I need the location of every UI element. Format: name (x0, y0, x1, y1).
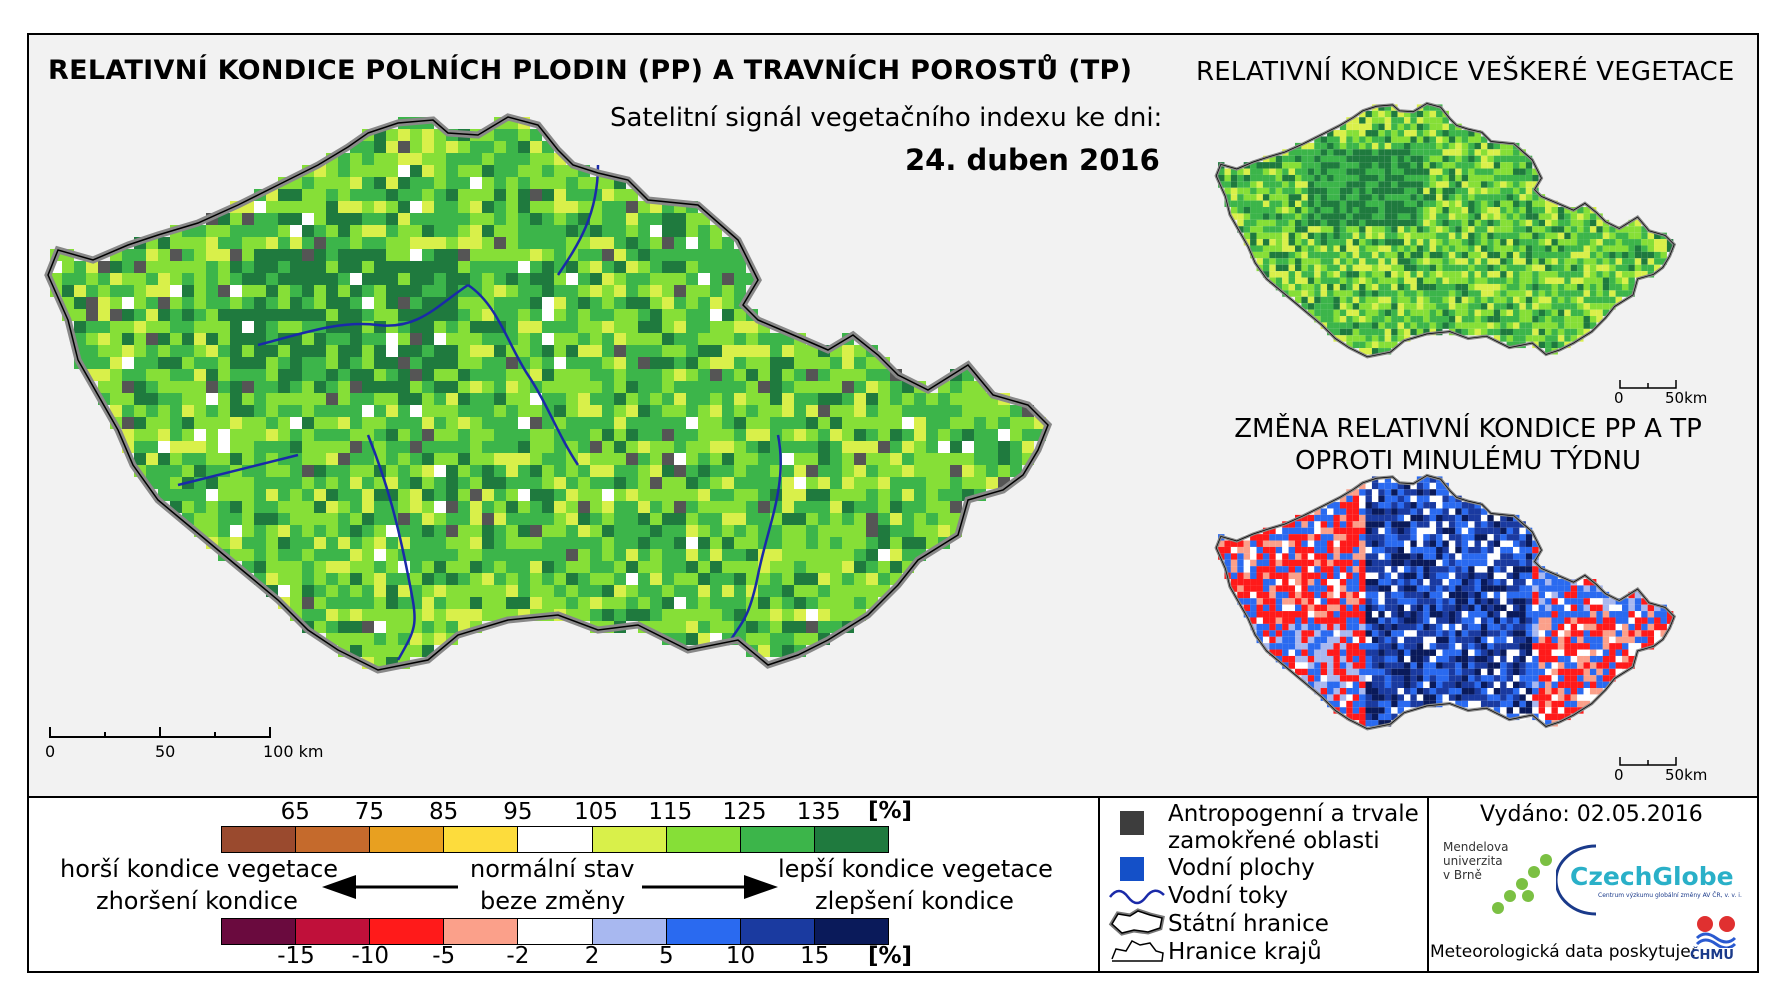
better-condition-label: lepší kondice vegetace (778, 855, 1053, 883)
change_legend-swatch-3 (444, 919, 519, 944)
condition_legend-swatch-4 (518, 827, 593, 852)
normal-state-label: normální stav (470, 855, 635, 883)
condition-unit: [%] (868, 798, 913, 824)
weekly-change-map (1214, 473, 1677, 731)
czechglobe-logo-ring (1556, 844, 1597, 916)
change_legend-tick-7: 15 (800, 943, 830, 969)
region-border-icon (1111, 940, 1164, 962)
change_legend-swatch-5 (592, 919, 667, 944)
condition_legend-tick-1: 75 (354, 799, 385, 825)
veg-scale-0: 0 (1614, 389, 1624, 407)
weekly-change-title: ZMĚNA RELATIVNÍ KONDICE PP A TP OPROTI M… (1218, 413, 1718, 477)
anthropogenic-label-1: Antropogenní a trvale (1168, 801, 1419, 827)
no-change-label: beze změny (480, 887, 626, 915)
provider-label: Meteorologická data poskytuje: (1430, 942, 1697, 962)
subtitle: Satelitní signál vegetačního indexu ke d… (610, 103, 1163, 133)
region-border-label: Hranice krajů (1168, 939, 1322, 965)
water-bodies-label: Vodní plochy (1168, 855, 1315, 881)
arrow-right-icon (642, 875, 778, 899)
change_legend-tick-5: 5 (659, 943, 674, 969)
scale-tick-100: 100 km (263, 742, 324, 761)
condition_legend-tick-6: 125 (722, 799, 767, 825)
water-body-icon (1120, 857, 1144, 881)
better-change-label: zlepšení kondice (815, 887, 1014, 915)
change-color-bar (221, 918, 889, 945)
state-border-icon (1108, 908, 1165, 936)
state-border-label: Státní hranice (1168, 911, 1329, 937)
czechglobe-logo: CzechGlobe (1570, 862, 1734, 891)
change_legend-swatch-8 (814, 919, 888, 944)
veg-scale-bar (1619, 380, 1677, 389)
legend-divider-2 (1427, 798, 1429, 971)
worse-condition-label: horší kondice vegetace (60, 855, 339, 883)
issued-date: Vydáno: 02.05.2016 (1480, 802, 1703, 827)
condition_legend-tick-0: 65 (280, 799, 310, 825)
scale-tick-50: 50 (155, 742, 176, 761)
river-icon (1109, 889, 1165, 905)
chmu-logo-icon (1695, 916, 1737, 948)
anthropogenic-area-icon (1120, 811, 1144, 835)
change_legend-swatch-4 (518, 919, 593, 944)
change-scale-bar (1619, 757, 1677, 766)
arrow-left-icon (322, 875, 458, 899)
chmu-logo: ČHMÚ (1690, 948, 1734, 963)
condition_legend-swatch-3 (444, 827, 519, 852)
change_legend-tick-1: -10 (351, 943, 390, 969)
change_legend-swatch-1 (296, 919, 371, 944)
change_legend-swatch-0 (222, 919, 297, 944)
change_legend-tick-3: -2 (506, 943, 530, 969)
legend-divider (27, 796, 1759, 798)
change-scale-50: 50km (1665, 766, 1708, 784)
change_legend-swatch-6 (666, 919, 741, 944)
anthropogenic-label-2: zamokřené oblasti (1168, 828, 1380, 854)
condition_legend-tick-4: 105 (574, 799, 619, 825)
change_legend-tick-4: 2 (584, 943, 600, 969)
change_legend-tick-2: -5 (432, 943, 456, 969)
condition_legend-swatch-2 (370, 827, 445, 852)
all-vegetation-title: RELATIVNÍ KONDICE VEŠKERÉ VEGETACE (1196, 57, 1735, 87)
all-vegetation-map (1214, 101, 1677, 359)
worse-change-label: zhoršení kondice (96, 887, 298, 915)
condition_legend-swatch-0 (222, 827, 297, 852)
main-title: RELATIVNÍ KONDICE POLNÍCH PLODIN (PP) A … (48, 55, 1133, 86)
mendel-logo-line2: univerzita (1443, 854, 1503, 868)
main-scale-bar (49, 727, 271, 738)
rivers-label: Vodní toky (1168, 883, 1289, 909)
condition_legend-tick-2: 85 (429, 799, 459, 825)
mendel-logo-line3: v Brně (1443, 868, 1482, 882)
weekly-change-title-line2: OPROTI MINULÉMU TÝDNU (1295, 446, 1641, 476)
legend-divider-1 (1098, 798, 1100, 971)
change_legend-tick-6: 10 (725, 943, 756, 969)
veg-scale-50: 50km (1665, 389, 1708, 407)
change_legend-tick-0: -15 (277, 943, 315, 969)
change-unit: [%] (868, 943, 913, 969)
scale-tick-0: 0 (45, 742, 56, 761)
main-map (44, 113, 1053, 674)
date-label: 24. duben 2016 (905, 143, 1160, 177)
condition_legend-tick-5: 115 (648, 799, 693, 825)
weekly-change-title-line1: ZMĚNA RELATIVNÍ KONDICE PP A TP (1234, 414, 1702, 444)
change_legend-swatch-2 (370, 919, 445, 944)
condition-color-bar (221, 826, 889, 853)
mendel-logo-line1: Mendelova (1443, 840, 1509, 854)
condition_legend-swatch-6 (666, 827, 741, 852)
czechglobe-subtitle: Centrum výzkumu globální změny AV ČR, v.… (1598, 892, 1742, 899)
mendel-logo-text: Mendelova univerzita v Brně (1443, 840, 1508, 882)
condition_legend-swatch-7 (740, 827, 815, 852)
change-scale-0: 0 (1614, 766, 1624, 784)
condition_legend-tick-7: 135 (796, 799, 841, 825)
mendel-logo-dots (1492, 854, 1552, 914)
condition_legend-swatch-1 (296, 827, 371, 852)
change_legend-swatch-7 (740, 919, 815, 944)
condition_legend-swatch-8 (814, 827, 888, 852)
condition_legend-tick-3: 95 (503, 799, 533, 825)
condition_legend-swatch-5 (592, 827, 667, 852)
